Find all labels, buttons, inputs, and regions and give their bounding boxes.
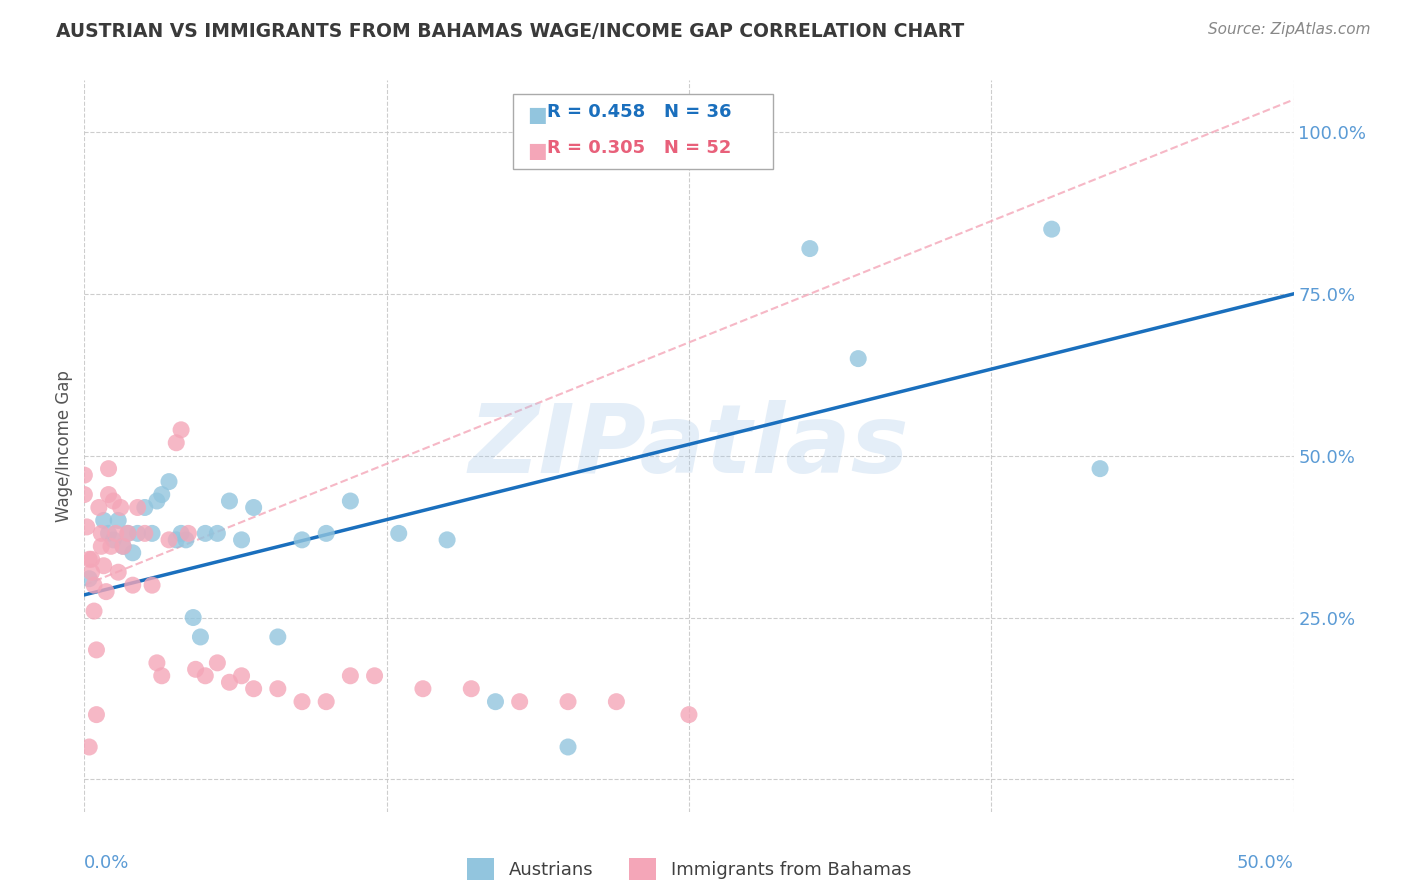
Point (73, 468, 96, 483)
Point (339, 494, 361, 508)
Point (77, 552, 100, 566)
Point (146, 494, 169, 508)
Point (157, 533, 180, 547)
Point (93, 513, 115, 527)
Point (242, 681, 264, 696)
Point (484, 695, 506, 709)
Point (141, 578, 163, 592)
Point (190, 630, 212, 644)
Point (117, 526, 139, 541)
Point (157, 475, 180, 489)
Point (121, 578, 143, 592)
Point (93, 558, 115, 573)
Point (83, 604, 105, 618)
Point (231, 533, 253, 547)
Point (97, 526, 120, 541)
Point (194, 669, 217, 683)
Point (127, 526, 149, 541)
Point (388, 526, 411, 541)
Point (557, 739, 579, 754)
Point (242, 500, 264, 515)
Point (146, 656, 169, 670)
Point (291, 533, 314, 547)
Point (207, 526, 229, 541)
Point (100, 539, 122, 553)
Point (846, 351, 869, 366)
Text: ■: ■ (527, 141, 547, 161)
Text: Source: ZipAtlas.com: Source: ZipAtlas.com (1208, 22, 1371, 37)
Point (134, 526, 156, 541)
Point (231, 669, 253, 683)
Point (267, 630, 290, 644)
Point (76, 520, 98, 534)
Point (97, 487, 120, 501)
Point (165, 435, 187, 450)
Point (207, 656, 229, 670)
Point (194, 526, 217, 541)
Point (605, 695, 627, 709)
Point (1040, 222, 1063, 236)
Point (170, 423, 193, 437)
Point (87, 500, 110, 515)
Point (94, 584, 117, 599)
Point (86, 643, 108, 657)
Point (412, 681, 434, 696)
Point (80, 566, 103, 580)
Text: AUSTRIAN VS IMMIGRANTS FROM BAHAMAS WAGE/INCOME GAP CORRELATION CHART: AUSTRIAN VS IMMIGRANTS FROM BAHAMAS WAGE… (56, 22, 965, 41)
Point (165, 533, 187, 547)
Text: R = 0.305   N = 52: R = 0.305 N = 52 (547, 139, 731, 157)
Point (315, 695, 337, 709)
Point (127, 500, 149, 515)
Point (363, 669, 385, 683)
Point (678, 707, 700, 722)
Point (104, 526, 127, 541)
Point (90, 526, 112, 541)
Point (436, 533, 458, 547)
Point (339, 669, 361, 683)
Point (121, 546, 143, 560)
Point (184, 662, 207, 676)
Text: R = 0.458   N = 36: R = 0.458 N = 36 (547, 103, 731, 121)
Text: ■: ■ (527, 105, 547, 125)
Point (112, 539, 135, 553)
Point (77, 739, 100, 754)
Point (150, 669, 173, 683)
Text: 0.0%: 0.0% (84, 854, 129, 871)
Point (77, 572, 100, 586)
Point (107, 513, 129, 527)
Point (174, 533, 197, 547)
Point (83, 578, 105, 592)
Point (1088, 461, 1111, 475)
Point (103, 494, 125, 508)
Point (170, 526, 193, 541)
Point (134, 500, 156, 515)
Legend: Austrians, Immigrants from Bahamas: Austrians, Immigrants from Bahamas (460, 850, 918, 887)
Point (267, 681, 290, 696)
Y-axis label: Wage/Income Gap: Wage/Income Gap (55, 370, 73, 522)
Point (112, 539, 135, 553)
Point (107, 566, 129, 580)
Point (141, 526, 163, 541)
Text: 50.0%: 50.0% (1237, 854, 1294, 871)
Point (117, 526, 139, 541)
Point (177, 526, 200, 541)
Point (90, 539, 112, 553)
Point (509, 695, 531, 709)
Point (110, 500, 132, 515)
Point (291, 695, 314, 709)
Point (80, 552, 103, 566)
Point (218, 675, 240, 690)
Point (181, 610, 204, 624)
Point (799, 242, 821, 256)
Point (218, 494, 240, 508)
Point (97, 461, 120, 475)
Point (73, 487, 96, 501)
Point (315, 526, 337, 541)
Text: ZIPatlas: ZIPatlas (468, 400, 910, 492)
Point (557, 695, 579, 709)
Point (150, 487, 173, 501)
Point (86, 707, 108, 722)
Point (103, 533, 125, 547)
Point (460, 681, 482, 696)
